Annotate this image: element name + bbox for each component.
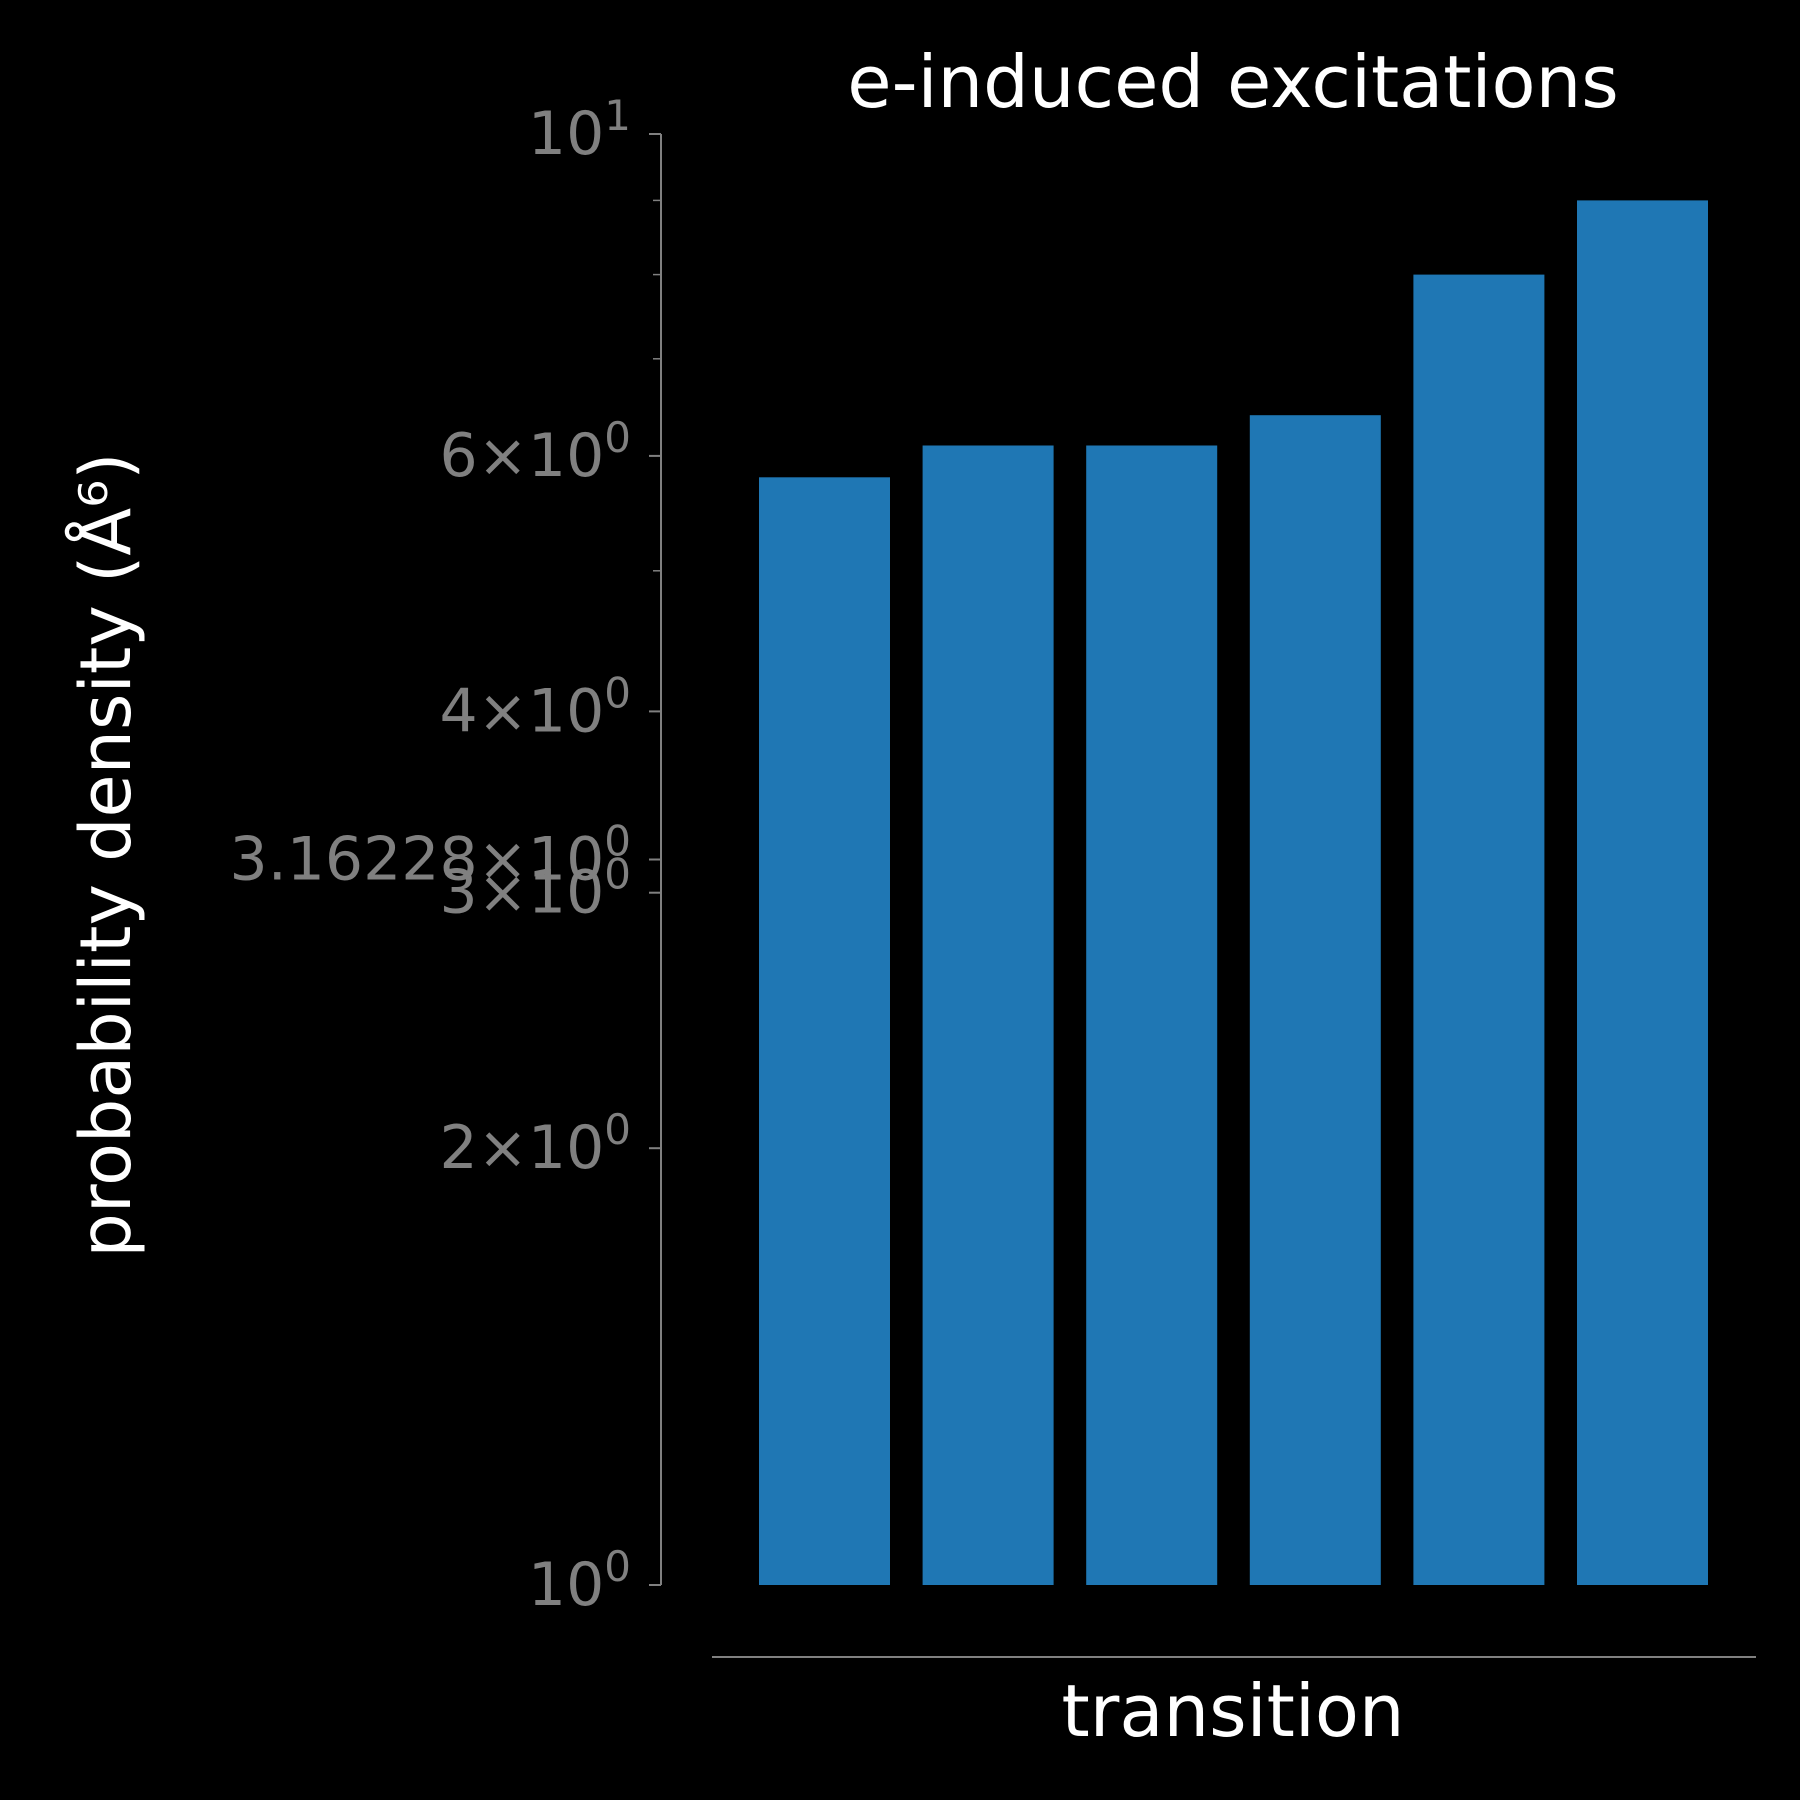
- bar-1: [759, 477, 890, 1585]
- y-tick-label: 100: [528, 1542, 631, 1620]
- bar-3: [1086, 445, 1218, 1585]
- y-tick-label: 3×100: [439, 850, 631, 928]
- bar-4: [1249, 415, 1381, 1586]
- bars-group: [759, 200, 1708, 1586]
- x-axis-label: transition: [1061, 1669, 1404, 1753]
- bar-2: [922, 445, 1054, 1585]
- y-tick-label: 3.16228×100: [230, 817, 631, 895]
- y-tick-label: 4×100: [439, 668, 631, 746]
- chart-title: e-induced excitations: [847, 40, 1618, 124]
- y-axis-label: probability density (Å⁶): [65, 452, 147, 1257]
- y-tick-label: 101: [528, 91, 631, 169]
- bar-6: [1577, 200, 1708, 1585]
- y-tick-label: 6×100: [439, 413, 631, 491]
- bar-5: [1413, 274, 1545, 1586]
- y-tick-label: 2×100: [439, 1105, 631, 1183]
